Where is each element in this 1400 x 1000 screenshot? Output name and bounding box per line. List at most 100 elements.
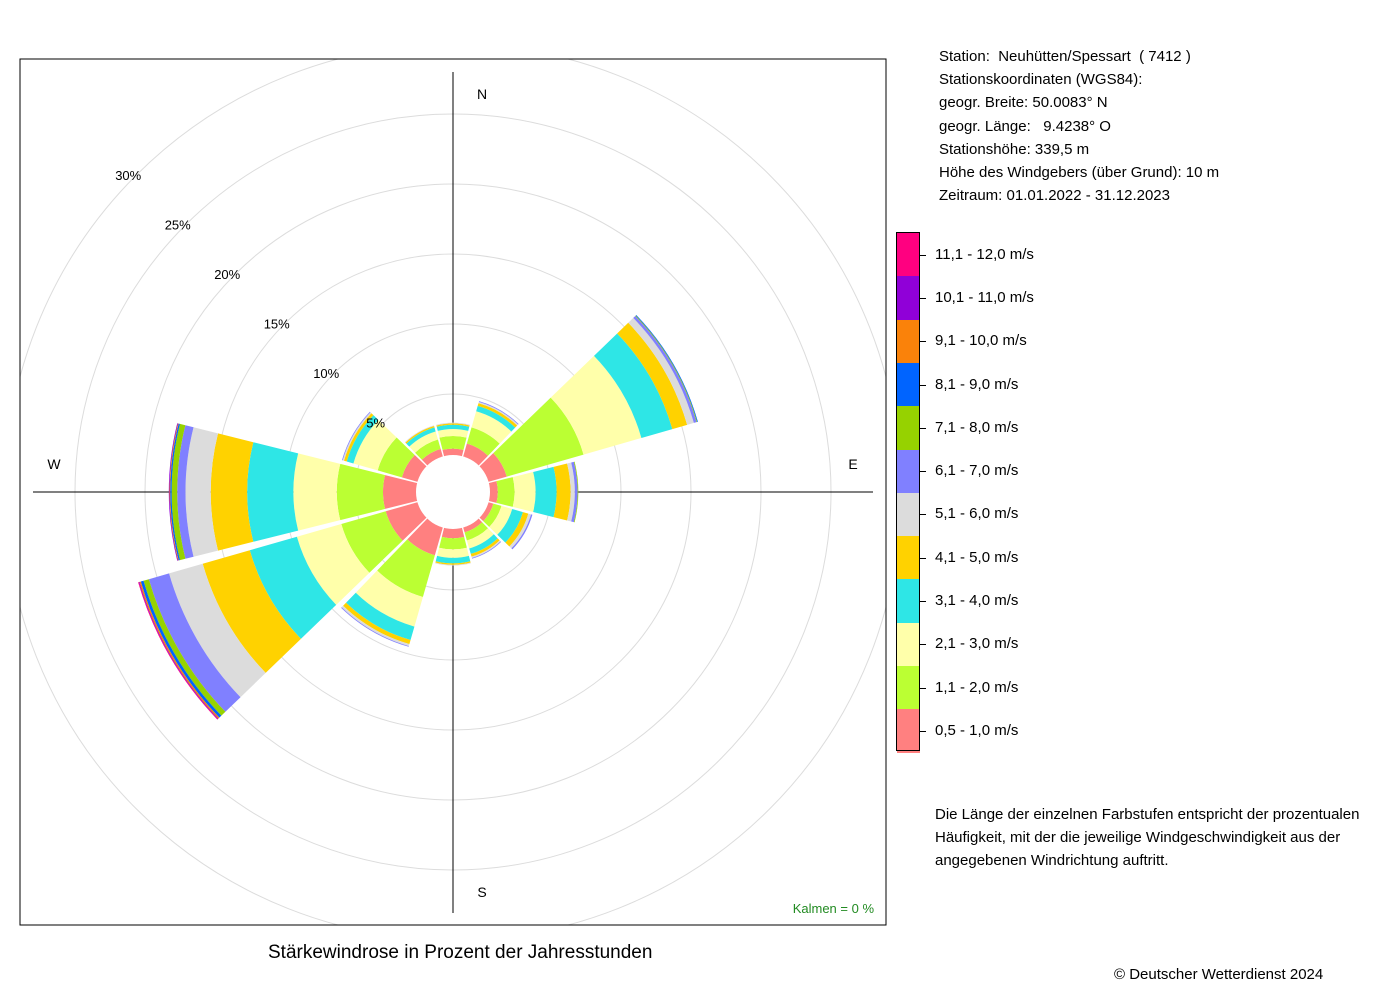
petal-30deg: [460, 401, 519, 472]
petal-segment: [437, 547, 469, 558]
petal-segment: [341, 605, 410, 647]
legend-tick: [920, 471, 926, 473]
petal-segment: [409, 431, 438, 453]
compass-north: N: [477, 86, 487, 102]
legend-tick: [920, 254, 926, 256]
petal-segment: [247, 442, 299, 542]
petal-segment: [171, 423, 186, 561]
petal-segment: [593, 333, 673, 438]
petal-segment: [202, 550, 301, 673]
time-period: Zeitraum: 01.01.2022 - 31.12.2023: [939, 187, 1170, 204]
petal-segment: [489, 505, 513, 535]
calm-label: Kalmen = 0 %: [793, 901, 875, 916]
radial-tick-label: 10%: [313, 366, 339, 381]
petal-segment: [353, 420, 397, 471]
petal-segment: [496, 477, 515, 507]
petal-segment: [383, 475, 426, 509]
petal-segment: [571, 461, 578, 523]
legend-swatch: [897, 666, 920, 710]
petal-segment: [477, 403, 518, 428]
petal-segment: [628, 317, 694, 425]
anemometer-height: Höhe des Windgebers (über Grund): 10 m: [939, 164, 1220, 181]
legend-swatch: [897, 233, 920, 277]
petal-segment: [509, 513, 532, 549]
compass-west: W: [47, 456, 61, 472]
plot-border: [19, 58, 887, 926]
legend-swatch: [897, 492, 920, 537]
legend-tick: [920, 384, 926, 386]
petal-segment: [533, 466, 557, 518]
petal-segment: [478, 401, 519, 426]
petal-segment: [343, 602, 411, 645]
legend-label: 10,1 - 11,0 m/s: [935, 288, 1034, 306]
petal-segment: [170, 423, 180, 561]
petal-segment: [436, 422, 470, 426]
radial-tick-label: 30%: [115, 168, 141, 183]
legend-label: 3,1 - 4,0 m/s: [935, 592, 1019, 610]
legend-label: 8,1 - 9,0 m/s: [935, 375, 1019, 393]
radial-tick-label: 25%: [165, 218, 191, 233]
petal-segment: [439, 436, 467, 450]
petal-90deg: [480, 461, 579, 523]
legend-label: 11,1 - 12,0 m/s: [935, 245, 1034, 263]
petal-segment: [343, 413, 374, 462]
station-altitude: Stationshöhe: 339,5 m: [939, 141, 1090, 158]
petal-segment: [511, 514, 533, 550]
petal-segment: [296, 524, 370, 605]
petal-segment: [469, 534, 498, 554]
petal-segment: [406, 427, 436, 447]
legend-label: 5,1 - 6,0 m/s: [935, 505, 1019, 523]
compass-east: E: [848, 456, 857, 472]
legend-swatch: [897, 406, 920, 451]
petal-segment: [466, 427, 500, 456]
station-name: Station: Neuhütten/Spessart ( 7412 ): [939, 48, 1191, 65]
station-latitude: geogr. Breite: 50.0083° N: [939, 94, 1108, 111]
petal-segment: [439, 536, 467, 550]
petal-segment: [143, 579, 226, 716]
petal-segment: [355, 570, 423, 627]
wind-rose-petals: [138, 315, 698, 720]
petal-segment: [483, 503, 502, 528]
legend-tick: [920, 297, 926, 299]
legend-label: 7,1 - 8,0 m/s: [935, 418, 1019, 436]
petal-segment: [435, 555, 471, 564]
petal-segment: [293, 453, 341, 531]
petal-segment: [346, 415, 379, 464]
petal-segment: [466, 528, 494, 549]
petal-segment: [470, 538, 500, 557]
petal-segment: [505, 512, 529, 547]
petal-270deg: [168, 423, 426, 561]
legend-tick: [920, 687, 926, 689]
inner-hole: [416, 455, 490, 529]
petal-segment: [405, 426, 435, 444]
petal-segment: [169, 563, 266, 698]
petal-segment: [168, 423, 178, 561]
legend-tick: [920, 601, 926, 603]
petal-segment: [435, 561, 471, 565]
petal-segment: [436, 423, 470, 427]
petal-segment: [169, 423, 179, 561]
petal-segment: [553, 463, 571, 521]
compass-south: S: [477, 884, 486, 900]
station-coordinates-heading: Stationskoordinaten (WGS84):: [939, 71, 1143, 88]
legend-tick: [920, 557, 926, 559]
petal-segment: [471, 411, 512, 444]
petal-segment: [185, 427, 218, 557]
petal-segment: [493, 397, 584, 477]
petal-segment: [436, 424, 470, 431]
legend-swatch: [897, 622, 920, 667]
petal-segment: [512, 472, 536, 512]
explanation-note: Die Länge der einzelnen Farbstufen entsp…: [935, 806, 1360, 869]
legend-swatch: [897, 276, 920, 321]
petal-segment: [346, 592, 415, 641]
petal-segment: [336, 463, 386, 521]
radial-tick-label: 20%: [214, 267, 240, 282]
legend-label: 2,1 - 3,0 m/s: [935, 635, 1019, 653]
petal-segment: [435, 562, 471, 566]
legend-label: 4,1 - 5,0 m/s: [935, 548, 1019, 566]
petal-segment: [437, 429, 469, 438]
legend-swatch: [897, 536, 920, 581]
legend-tick: [920, 341, 926, 343]
petal-300deg: [341, 411, 433, 485]
